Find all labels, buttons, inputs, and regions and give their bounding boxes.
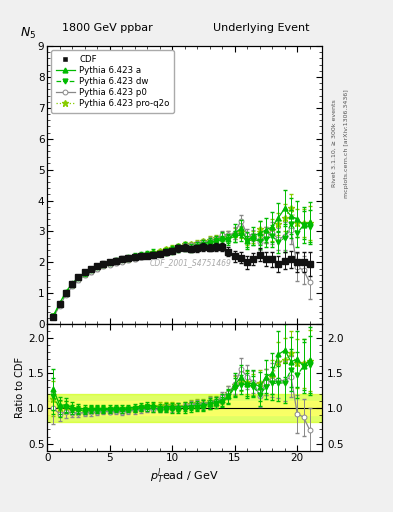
Text: CDF_2001_S4751469: CDF_2001_S4751469 [149, 259, 231, 267]
Bar [47, 394, 322, 422]
Text: Rivet 3.1.10, ≥ 300k events: Rivet 3.1.10, ≥ 300k events [332, 99, 337, 187]
Text: 1800 GeV ppbar: 1800 GeV ppbar [62, 23, 153, 33]
Y-axis label: $N_5$: $N_5$ [20, 26, 36, 40]
Text: mcplots.cern.ch [arXiv:1306.3436]: mcplots.cern.ch [arXiv:1306.3436] [344, 89, 349, 198]
Bar [47, 401, 322, 415]
Text: Underlying Event: Underlying Event [213, 23, 310, 33]
X-axis label: $p_T^l$ead / GeV: $p_T^l$ead / GeV [151, 466, 219, 486]
Y-axis label: Ratio to CDF: Ratio to CDF [15, 357, 25, 418]
Legend: CDF, Pythia 6.423 a, Pythia 6.423 dw, Pythia 6.423 p0, Pythia 6.423 pro-q2o: CDF, Pythia 6.423 a, Pythia 6.423 dw, Py… [51, 50, 174, 113]
